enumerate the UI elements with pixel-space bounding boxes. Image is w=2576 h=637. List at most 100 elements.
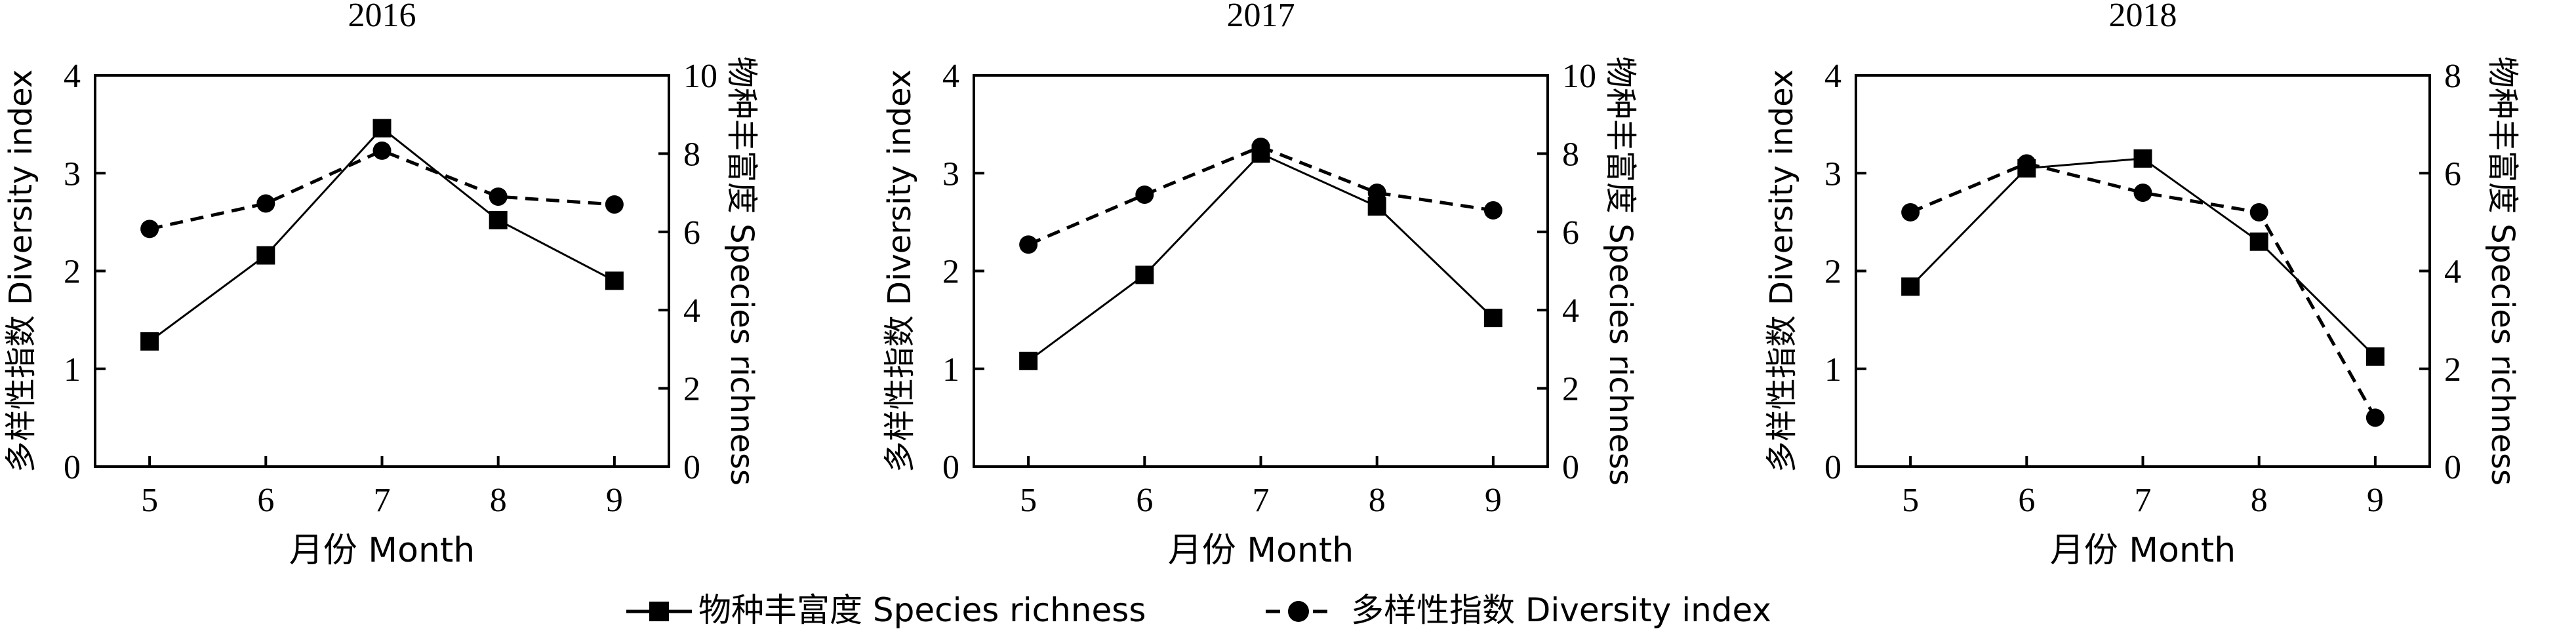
point-diversity-index bbox=[1251, 137, 1270, 156]
legend-richness-marker bbox=[649, 602, 669, 621]
chart-legend: 物种丰富度 Species richness 多样性指数 Diversity i… bbox=[626, 591, 1771, 629]
x-tick-label: 8 bbox=[1369, 482, 1386, 519]
point-diversity-index bbox=[1019, 235, 1038, 254]
series-line-species-richness bbox=[1028, 152, 1494, 362]
chart-title: 2018 bbox=[2109, 0, 2177, 34]
point-diversity-index bbox=[1901, 203, 1920, 222]
y-left-tick-label: 2 bbox=[64, 254, 81, 291]
y-left-tick-label: 2 bbox=[942, 254, 959, 291]
point-diversity-index bbox=[140, 220, 159, 239]
y-right-tick-label: 10 bbox=[1562, 58, 1596, 95]
x-tick-label: 9 bbox=[2367, 482, 2384, 519]
point-species-richness bbox=[2249, 232, 2268, 251]
point-species-richness bbox=[1019, 351, 1038, 370]
point-species-richness bbox=[2365, 347, 2385, 366]
y-left-tick-label: 4 bbox=[1824, 58, 1841, 95]
x-tick-label: 7 bbox=[2135, 482, 2152, 519]
chart-panel-2018: 2018 5 6 7 8 9 0 1 2 3 4 0 2 4 6 8 月份 Month 多样性指数 Diversi… bbox=[1763, 0, 2521, 570]
point-species-richness bbox=[2133, 149, 2152, 168]
series-line-diversity-index bbox=[149, 149, 615, 231]
y-right-tick-label: 4 bbox=[2444, 254, 2461, 291]
legend-diversity-label: 多样性指数 Diversity index bbox=[1351, 591, 1771, 629]
y-left-tick-label: 1 bbox=[942, 351, 959, 389]
x-tick-label: 7 bbox=[374, 482, 391, 519]
point-diversity-index bbox=[1367, 183, 1386, 203]
x-tick-label: 5 bbox=[1902, 482, 1919, 519]
y-right-tick-label: 4 bbox=[683, 292, 700, 330]
y-right-tick-label: 6 bbox=[1562, 214, 1579, 252]
y-right-tick-label: 0 bbox=[1562, 449, 1579, 486]
point-diversity-index bbox=[372, 141, 392, 160]
point-diversity-index bbox=[605, 195, 624, 214]
chart-panel-2017: 2017 5 6 7 8 9 0 1 2 3 4 0 2 4 6 8 10 月份 Month 多样性指数 Diver… bbox=[881, 0, 1639, 570]
y-left-tick-label: 0 bbox=[1824, 449, 1841, 486]
plot-frame bbox=[973, 74, 1549, 468]
y-right-tick-label: 2 bbox=[2444, 351, 2461, 389]
y-left-tick-label: 2 bbox=[1824, 254, 1841, 291]
point-diversity-index bbox=[2365, 408, 2385, 427]
point-diversity-index bbox=[1483, 201, 1502, 220]
y-left-tick-label: 3 bbox=[1824, 155, 1841, 193]
y-right-tick-label: 8 bbox=[1562, 136, 1579, 173]
y-right-tick-label: 6 bbox=[683, 214, 700, 252]
y-right-tick-label: 8 bbox=[683, 136, 700, 173]
chart-title: 2016 bbox=[348, 0, 416, 34]
y-left-tick-label: 1 bbox=[1824, 351, 1841, 389]
x-tick-label: 6 bbox=[1136, 482, 1153, 519]
point-species-richness bbox=[372, 119, 392, 138]
point-species-richness bbox=[605, 271, 624, 290]
y-right-tick-label: 10 bbox=[683, 58, 717, 95]
y-left-axis-label: 多样性指数 Diversity index bbox=[1763, 69, 1800, 473]
x-axis-label: 月份 Month bbox=[289, 531, 475, 570]
y-left-axis-label: 多样性指数 Diversity index bbox=[3, 69, 39, 473]
y-left-tick-label: 0 bbox=[942, 449, 959, 486]
chart-panel-2016: 2016 5 6 7 8 9 0 1 2 3 4 0 2 4 6 8 10 月份 Month 多样性指数 Diver… bbox=[3, 0, 760, 570]
y-left-tick-label: 3 bbox=[64, 155, 81, 193]
y-right-axis-label: 物种丰富度 Species richness bbox=[723, 56, 760, 486]
point-diversity-index bbox=[2017, 154, 2036, 173]
y-right-tick-label: 4 bbox=[1562, 292, 1579, 330]
point-diversity-index bbox=[2133, 183, 2152, 203]
y-left-axis-label: 多样性指数 Diversity index bbox=[881, 69, 918, 473]
point-species-richness bbox=[1135, 265, 1154, 284]
legend-diversity-marker bbox=[1288, 601, 1309, 622]
x-tick-label: 6 bbox=[2018, 482, 2035, 519]
y-right-tick-label: 8 bbox=[2444, 58, 2461, 95]
chart-title: 2017 bbox=[1227, 0, 1295, 34]
plot-frame bbox=[1855, 74, 2431, 468]
y-left-tick-label: 1 bbox=[64, 351, 81, 389]
y-left-tick-label: 3 bbox=[942, 155, 959, 193]
x-tick-label: 8 bbox=[2251, 482, 2268, 519]
x-tick-label: 5 bbox=[1020, 482, 1037, 519]
x-tick-label: 9 bbox=[1485, 482, 1502, 519]
series-line-species-richness bbox=[149, 126, 615, 343]
y-right-axis-label: 物种丰富度 Species richness bbox=[1602, 56, 1639, 486]
y-right-tick-label: 2 bbox=[683, 371, 700, 408]
x-axis-label: 月份 Month bbox=[1168, 531, 1354, 570]
point-species-richness bbox=[1901, 277, 1920, 296]
point-diversity-index bbox=[256, 194, 275, 213]
point-diversity-index bbox=[489, 187, 508, 206]
y-right-tick-label: 2 bbox=[1562, 371, 1579, 408]
point-species-richness bbox=[489, 210, 508, 229]
y-left-tick-label: 4 bbox=[64, 58, 81, 95]
y-right-tick-label: 0 bbox=[683, 449, 700, 486]
x-tick-label: 8 bbox=[490, 482, 507, 519]
y-left-tick-label: 0 bbox=[64, 449, 81, 486]
x-tick-label: 5 bbox=[141, 482, 158, 519]
x-tick-label: 7 bbox=[1253, 482, 1270, 519]
legend-richness-label: 物种丰富度 Species richness bbox=[698, 591, 1146, 629]
x-tick-label: 6 bbox=[257, 482, 274, 519]
y-right-axis-label: 物种丰富度 Species richness bbox=[2484, 56, 2521, 486]
x-axis-label: 月份 Month bbox=[2050, 531, 2236, 570]
x-tick-label: 9 bbox=[606, 482, 623, 519]
y-right-tick-label: 0 bbox=[2444, 449, 2461, 486]
series-line-diversity-index bbox=[1910, 161, 2377, 419]
point-species-richness bbox=[256, 246, 275, 265]
point-diversity-index bbox=[2249, 203, 2268, 222]
point-species-richness bbox=[1483, 309, 1502, 328]
point-diversity-index bbox=[1135, 185, 1154, 204]
y-right-tick-label: 6 bbox=[2444, 155, 2461, 193]
